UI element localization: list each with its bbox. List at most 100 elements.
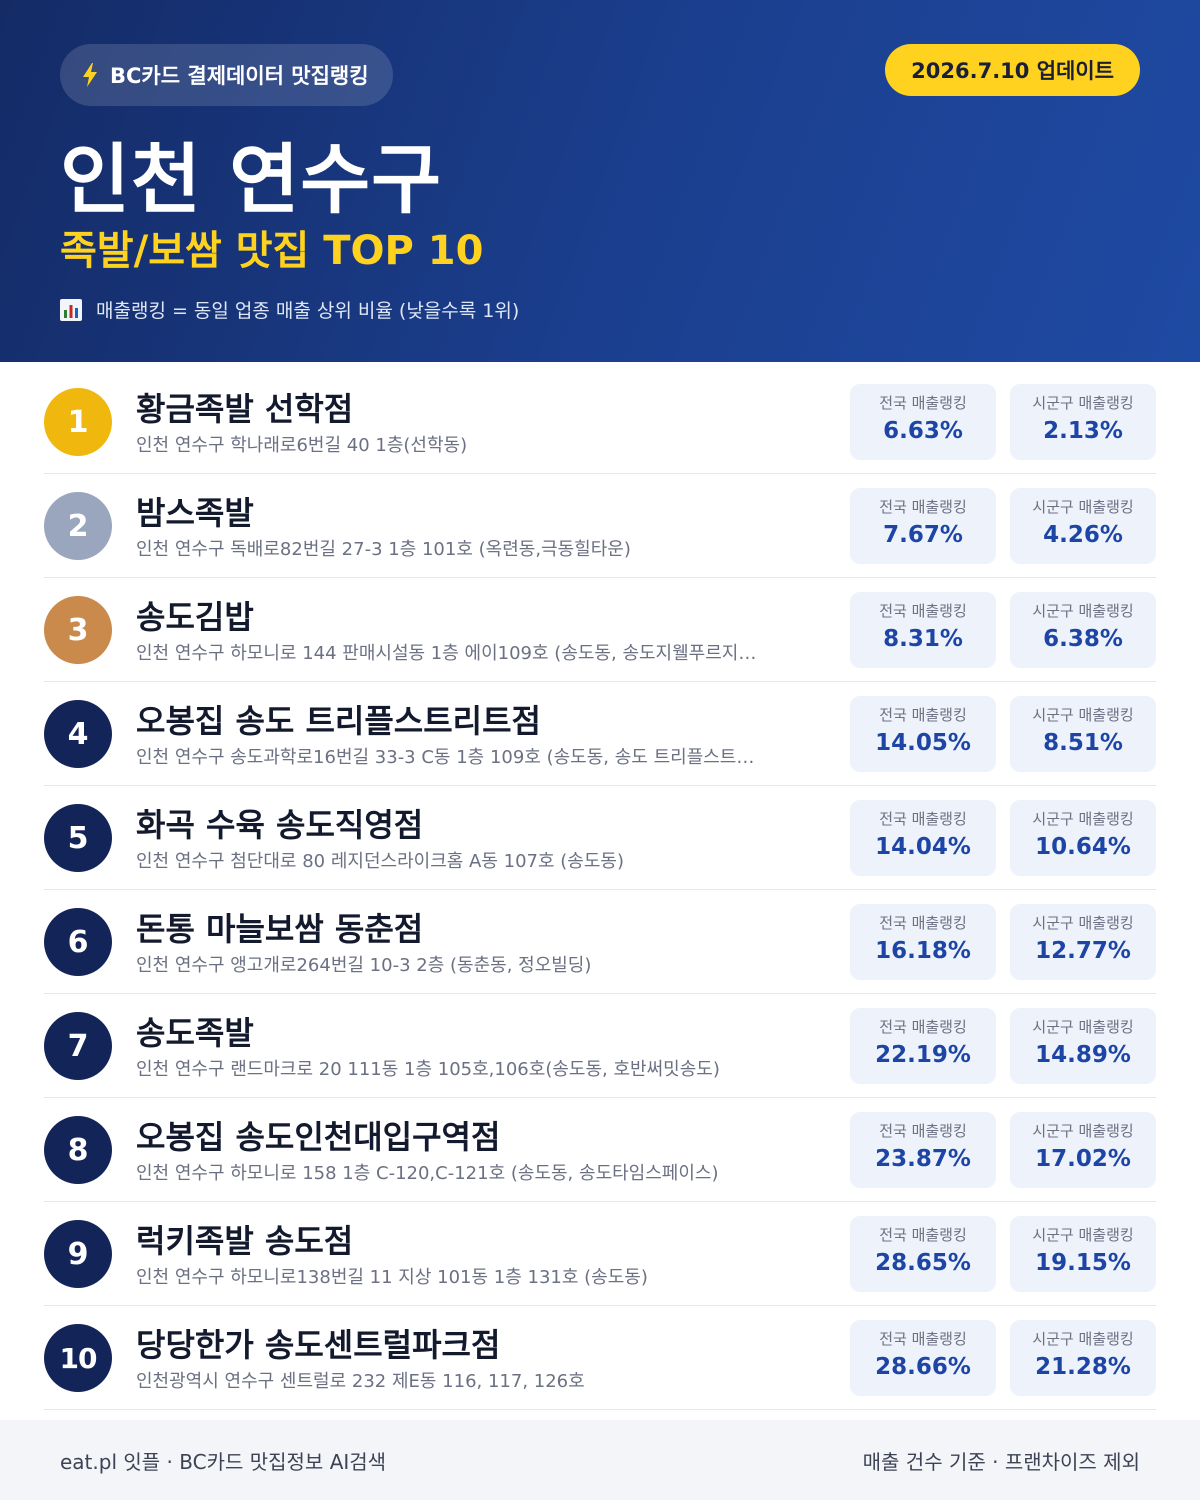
national-ranking-value: 14.05% — [875, 730, 971, 756]
district-ranking-card: 시군구 매출랭킹 4.26% — [1010, 488, 1156, 564]
national-ranking-label: 전국 매출랭킹 — [879, 914, 967, 932]
rank-badge: 6 — [44, 908, 112, 976]
district-ranking-card: 시군구 매출랭킹 6.38% — [1010, 592, 1156, 668]
rank-badge: 2 — [44, 492, 112, 560]
ranking-note-text: 매출랭킹 = 동일 업종 매출 상위 비율 (낮을수록 1위) — [96, 300, 520, 322]
national-ranking-value: 28.65% — [875, 1250, 971, 1276]
district-ranking-label: 시군구 매출랭킹 — [1032, 498, 1134, 516]
restaurant-name: 오봉집 송도인천대입구역점 — [136, 1118, 501, 1156]
district-ranking-card: 시군구 매출랭킹 2.13% — [1010, 384, 1156, 460]
restaurant-address: 인천 연수구 독배로82번길 27-3 1층 101호 (옥련동,극동힐타운) — [136, 539, 631, 560]
restaurant-row[interactable]: 7 송도족발 인천 연수구 랜드마크로 20 111동 1층 105호,106호(송… — [44, 994, 1156, 1098]
rank-badge: 9 — [44, 1220, 112, 1288]
district-ranking-value: 4.26% — [1043, 522, 1123, 548]
restaurant-name: 오봉집 송도 트리플스트리트점 — [136, 702, 542, 740]
national-ranking-card: 전국 매출랭킹 28.65% — [850, 1216, 996, 1292]
district-ranking-value: 19.15% — [1035, 1250, 1131, 1276]
national-ranking-label: 전국 매출랭킹 — [879, 498, 967, 516]
national-ranking-label: 전국 매출랭킹 — [879, 1122, 967, 1140]
national-ranking-value: 7.67% — [883, 522, 963, 548]
district-ranking-value: 21.28% — [1035, 1354, 1131, 1380]
district-ranking-label: 시군구 매출랭킹 — [1032, 810, 1134, 828]
district-ranking-label: 시군구 매출랭킹 — [1032, 1226, 1134, 1244]
rank-badge: 4 — [44, 700, 112, 768]
restaurant-address: 인천 연수구 하모니로138번길 11 지상 101동 1층 131호 (송도동… — [136, 1267, 648, 1288]
district-ranking-label: 시군구 매출랭킹 — [1032, 1018, 1134, 1036]
header-banner: BC카드 결제데이터 맛집랭킹 2026.7.10 업데이트 인천 연수구 족발… — [0, 0, 1200, 362]
national-ranking-card: 전국 매출랭킹 8.31% — [850, 592, 996, 668]
national-ranking-value: 6.63% — [883, 418, 963, 444]
district-ranking-label: 시군구 매출랭킹 — [1032, 1330, 1134, 1348]
restaurant-name: 돈통 마늘보쌈 동춘점 — [136, 910, 424, 948]
brand-badge: BC카드 결제데이터 맛집랭킹 — [60, 44, 393, 106]
footer-criteria: 매출 건수 기준 · 프랜차이즈 제외 — [862, 1450, 1140, 1474]
district-ranking-label: 시군구 매출랭킹 — [1032, 394, 1134, 412]
national-ranking-value: 16.18% — [875, 938, 971, 964]
district-ranking-card: 시군구 매출랭킹 12.77% — [1010, 904, 1156, 980]
page-title: 인천 연수구 — [60, 135, 443, 224]
restaurant-address: 인천 연수구 첨단대로 80 레지던스라이크홈 A동 107호 (송도동) — [136, 851, 624, 872]
rank-badge: 10 — [44, 1324, 112, 1392]
restaurant-address: 인천광역시 연수구 센트럴로 232 제E동 116, 117, 126호 — [136, 1371, 585, 1392]
district-ranking-card: 시군구 매출랭킹 17.02% — [1010, 1112, 1156, 1188]
restaurant-name: 럭키족발 송도점 — [136, 1222, 354, 1260]
district-ranking-value: 17.02% — [1035, 1146, 1131, 1172]
national-ranking-card: 전국 매출랭킹 22.19% — [850, 1008, 996, 1084]
district-ranking-label: 시군구 매출랭킹 — [1032, 706, 1134, 724]
rank-badge: 1 — [44, 388, 112, 456]
district-ranking-label: 시군구 매출랭킹 — [1032, 602, 1134, 620]
footer: eat.pl 잇플 · BC카드 맛집정보 AI검색 매출 건수 기준 · 프랜… — [0, 1420, 1200, 1500]
district-ranking-value: 8.51% — [1043, 730, 1123, 756]
restaurant-address: 인천 연수구 앵고개로264번길 10-3 2층 (동춘동, 정오빌딩) — [136, 955, 592, 976]
national-ranking-card: 전국 매출랭킹 14.04% — [850, 800, 996, 876]
restaurant-name: 송도김밥 — [136, 598, 254, 636]
district-ranking-card: 시군구 매출랭킹 8.51% — [1010, 696, 1156, 772]
restaurant-row[interactable]: 10 당당한가 송도센트럴파크점 인천광역시 연수구 센트럴로 232 제E동 11… — [44, 1306, 1156, 1410]
district-ranking-card: 시군구 매출랭킹 10.64% — [1010, 800, 1156, 876]
restaurant-row[interactable]: 2 밤스족발 인천 연수구 독배로82번길 27-3 1층 101호 (옥련동,극동… — [44, 474, 1156, 578]
district-ranking-value: 6.38% — [1043, 626, 1123, 652]
district-ranking-value: 2.13% — [1043, 418, 1123, 444]
district-ranking-label: 시군구 매출랭킹 — [1032, 914, 1134, 932]
national-ranking-label: 전국 매출랭킹 — [879, 394, 967, 412]
restaurant-row[interactable]: 5 화곡 수육 송도직영점 인천 연수구 첨단대로 80 레지던스라이크홈 A동 1… — [44, 786, 1156, 890]
national-ranking-value: 8.31% — [883, 626, 963, 652]
district-ranking-value: 12.77% — [1035, 938, 1131, 964]
national-ranking-label: 전국 매출랭킹 — [879, 706, 967, 724]
restaurant-address: 인천 연수구 하모니로 158 1층 C-120,C-121호 (송도동, 송도… — [136, 1163, 719, 1184]
district-ranking-card: 시군구 매출랭킹 19.15% — [1010, 1216, 1156, 1292]
restaurant-name: 황금족발 선학점 — [136, 390, 354, 428]
national-ranking-card: 전국 매출랭킹 6.63% — [850, 384, 996, 460]
national-ranking-value: 22.19% — [875, 1042, 971, 1068]
brand-label: BC카드 결제데이터 맛집랭킹 — [110, 64, 369, 88]
national-ranking-label: 전국 매출랭킹 — [879, 1226, 967, 1244]
page-subtitle: 족발/보쌈 맛집 TOP 10 — [60, 228, 484, 274]
restaurant-row[interactable]: 8 오봉집 송도인천대입구역점 인천 연수구 하모니로 158 1층 C-120,C… — [44, 1098, 1156, 1202]
national-ranking-value: 14.04% — [875, 834, 971, 860]
footer-source: eat.pl 잇플 · BC카드 맛집정보 AI검색 — [60, 1450, 387, 1474]
national-ranking-card: 전국 매출랭킹 23.87% — [850, 1112, 996, 1188]
restaurant-address: 인천 연수구 하모니로 144 판매시설동 1층 에이109호 (송도동, 송도… — [136, 643, 757, 664]
district-ranking-value: 10.64% — [1035, 834, 1131, 860]
update-badge: 2026.7.10 업데이트 — [885, 44, 1140, 96]
restaurant-address: 인천 연수구 송도과학로16번길 33-3 C동 1층 109호 (송도동, 송… — [136, 747, 755, 768]
national-ranking-value: 28.66% — [875, 1354, 971, 1380]
restaurant-address: 인천 연수구 학나래로6번길 40 1층(선학동) — [136, 435, 468, 456]
ranking-note: 매출랭킹 = 동일 업종 매출 상위 비율 (낮을수록 1위) — [60, 296, 519, 323]
national-ranking-label: 전국 매출랭킹 — [879, 1018, 967, 1036]
district-ranking-label: 시군구 매출랭킹 — [1032, 1122, 1134, 1140]
restaurant-address: 인천 연수구 랜드마크로 20 111동 1층 105호,106호(송도동, 호… — [136, 1059, 720, 1080]
national-ranking-value: 23.87% — [875, 1146, 971, 1172]
national-ranking-label: 전국 매출랭킹 — [879, 1330, 967, 1348]
national-ranking-card: 전국 매출랭킹 28.66% — [850, 1320, 996, 1396]
lightning-bolt-icon — [83, 63, 97, 87]
national-ranking-card: 전국 매출랭킹 14.05% — [850, 696, 996, 772]
district-ranking-card: 시군구 매출랭킹 14.89% — [1010, 1008, 1156, 1084]
rank-badge: 3 — [44, 596, 112, 664]
